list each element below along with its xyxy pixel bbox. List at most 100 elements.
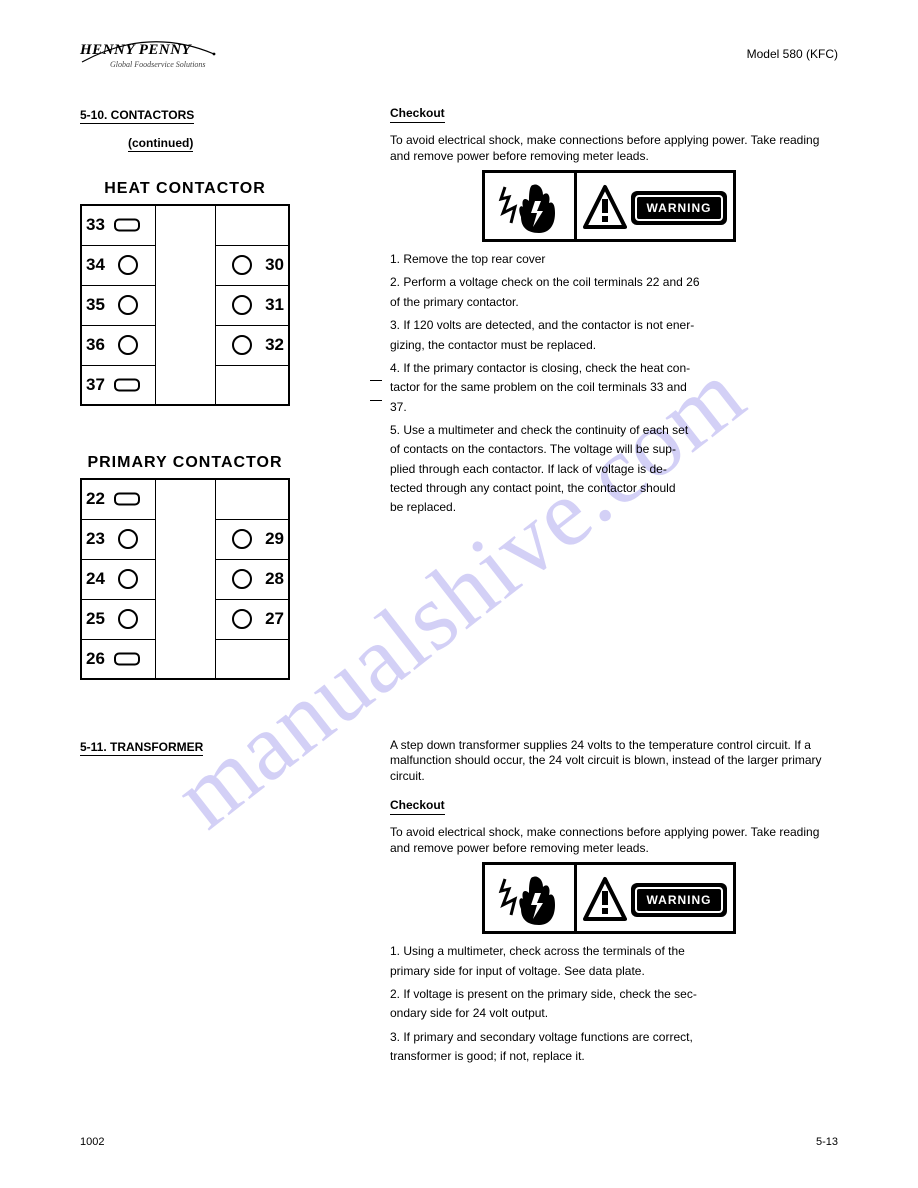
- step-510-5c: plied through each contactor. If lack of…: [390, 462, 840, 477]
- terminal-number: 30: [265, 255, 284, 275]
- primary-cell-mid: [155, 559, 215, 599]
- terminal-number: 26: [86, 649, 105, 669]
- warning-triangle-icon: [583, 183, 627, 233]
- terminal-number: 28: [265, 569, 284, 589]
- terminal-circle-icon: [232, 295, 252, 315]
- step-510-5d: tected through any contact point, the co…: [390, 481, 840, 496]
- terminal-circle-icon: [232, 609, 252, 629]
- primary-cell-mid: [155, 479, 215, 519]
- step-511-1a: 1. Using a multimeter, check across the …: [390, 944, 840, 959]
- right-col-511: A step down transformer supplies 24 volt…: [390, 738, 840, 1068]
- step-510-2a: 2. Perform a voltage check on the coil t…: [390, 275, 840, 290]
- warning-badge: WARNING: [631, 191, 727, 225]
- terminal-number: 34: [86, 255, 105, 275]
- step-510-2b: of the primary contactor.: [390, 295, 840, 310]
- heat-cell-right: 32: [215, 325, 289, 365]
- step-510-5b: of contacts on the contactors. The volta…: [390, 442, 840, 457]
- heat-contactor-block: HEAT CONTACTOR 33 34 30 35 31 36 32 37: [80, 180, 380, 406]
- terminal-number: 29: [265, 529, 284, 549]
- brand-logo-text: HENNY PENNY: [80, 42, 191, 59]
- primary-row: 22: [81, 479, 289, 519]
- warning-panel-2: WARNING: [482, 862, 736, 934]
- primary-cell-left: 24: [81, 559, 155, 599]
- terminal-rect-icon: [114, 378, 140, 391]
- primary-contactor-title: PRIMARY CONTACTOR: [80, 454, 290, 472]
- primary-row: 24 28: [81, 559, 289, 599]
- terminal-number: 23: [86, 529, 105, 549]
- step-511-1b: primary side for input of voltage. See d…: [390, 964, 840, 979]
- primary-cell-right: [215, 639, 289, 679]
- warning-triangle-icon: [583, 875, 627, 925]
- step-510-4a: 4. If the primary contactor is closing, …: [390, 361, 840, 376]
- primary-cell-left: 25: [81, 599, 155, 639]
- primary-cell-left: 22: [81, 479, 155, 519]
- step-510-4c: 37.: [390, 400, 840, 415]
- warning-badge-text: WARNING: [635, 195, 723, 221]
- step-511-3b: transformer is good; if not, replace it.: [390, 1049, 840, 1064]
- step-510-4b: tactor for the same problem on the coil …: [390, 380, 840, 395]
- heat-cell-right: [215, 365, 289, 405]
- step-510-3b: gizing, the contactor must be replaced.: [390, 338, 840, 353]
- primary-cell-mid: [155, 599, 215, 639]
- left-column: 5-10. CONTACTORS (continued) HEAT CONTAC…: [80, 106, 380, 680]
- terminal-circle-icon: [118, 609, 138, 629]
- step-511-2a: 2. If voltage is present on the primary …: [390, 987, 840, 1002]
- heat-cell-mid: [155, 245, 215, 285]
- right-col-510: Checkout To avoid electrical shock, make…: [390, 106, 840, 520]
- para-511-2: To avoid electrical shock, make connecti…: [390, 825, 840, 856]
- heat-cell-left: 33: [81, 205, 155, 245]
- primary-cell-left: 26: [81, 639, 155, 679]
- brand-tagline: Global Foodservice Solutions: [110, 60, 206, 69]
- heat-contactor-table: 33 34 30 35 31 36 32 37: [80, 204, 290, 406]
- checkout-heading-2: Checkout: [390, 798, 445, 815]
- heat-row: 37: [81, 365, 289, 405]
- terminal-circle-icon: [118, 255, 138, 275]
- step-511-2b: ondary side for 24 volt output.: [390, 1006, 840, 1021]
- primary-cell-right: 27: [215, 599, 289, 639]
- terminal-rect-icon: [114, 652, 140, 665]
- terminal-circle-icon: [118, 295, 138, 315]
- model-line: Model 580 (KFC): [747, 47, 838, 61]
- shock-hand-icon: [493, 871, 569, 931]
- heat-cell-mid: [155, 285, 215, 325]
- terminal-circle-icon: [232, 569, 252, 589]
- warning-badge-text: WARNING: [635, 887, 723, 913]
- dash-mark: [370, 380, 382, 381]
- primary-cell-right: 29: [215, 519, 289, 559]
- heat-cell-right: [215, 205, 289, 245]
- terminal-number: 35: [86, 295, 105, 315]
- heat-cell-mid: [155, 205, 215, 245]
- terminal-number: 25: [86, 609, 105, 629]
- primary-cell-right: [215, 479, 289, 519]
- terminal-number: 22: [86, 489, 105, 509]
- terminal-number: 37: [86, 375, 105, 395]
- checkout-heading-1: Checkout: [390, 106, 445, 123]
- heat-cell-right: 30: [215, 245, 289, 285]
- step-510-5e: be replaced.: [390, 500, 840, 515]
- terminal-number: 31: [265, 295, 284, 315]
- heat-row: 34 30: [81, 245, 289, 285]
- primary-row: 25 27: [81, 599, 289, 639]
- footer-right: 5-13: [816, 1136, 838, 1148]
- heat-row: 35 31: [81, 285, 289, 325]
- primary-cell-left: 23: [81, 519, 155, 559]
- heat-cell-right: 31: [215, 285, 289, 325]
- warning-panel-1: WARNING: [482, 170, 736, 242]
- heat-cell-mid: [155, 325, 215, 365]
- heat-cell-left: 34: [81, 245, 155, 285]
- terminal-number: 36: [86, 335, 105, 355]
- primary-contactor-block: PRIMARY CONTACTOR 22 23 29 24 28 25 27 26: [80, 454, 380, 680]
- heat-cell-mid: [155, 365, 215, 405]
- primary-cell-mid: [155, 519, 215, 559]
- primary-cell-mid: [155, 639, 215, 679]
- heat-cell-left: 36: [81, 325, 155, 365]
- terminal-rect-icon: [114, 219, 140, 232]
- primary-cell-right: 28: [215, 559, 289, 599]
- warning-badge: WARNING: [631, 883, 727, 917]
- shock-hand-icon: [493, 179, 569, 239]
- section-510-continued: (continued): [128, 136, 193, 152]
- terminal-circle-icon: [232, 255, 252, 275]
- section-510-title: 5-10. CONTACTORS: [80, 108, 194, 124]
- heat-cell-left: 37: [81, 365, 155, 405]
- heat-contactor-title: HEAT CONTACTOR: [80, 180, 290, 198]
